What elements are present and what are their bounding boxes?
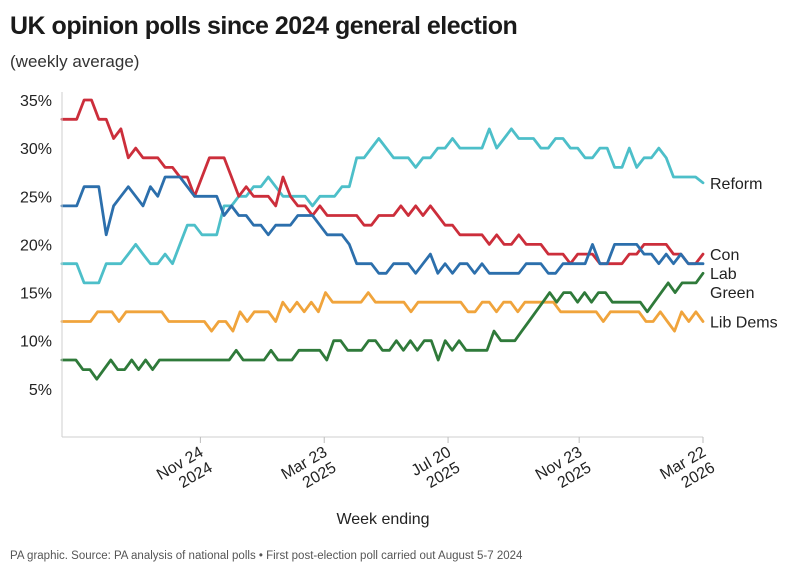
series-label-lab: Lab <box>710 266 737 283</box>
axes <box>61 92 703 438</box>
y-tick-label: 35% <box>20 93 52 110</box>
series-labels: Reform Con Lab Green Lib Dems <box>710 176 778 332</box>
y-tick-label: 5% <box>29 382 52 399</box>
series-lines <box>60 98 705 381</box>
y-tick-label: 25% <box>20 189 52 206</box>
series-line-reform <box>60 127 705 285</box>
chart-subtitle: (weekly average) <box>10 52 140 71</box>
series-label-lib-dems: Lib Dems <box>710 315 778 332</box>
series-line-lib-dems <box>60 291 705 333</box>
series-line-green <box>60 271 705 381</box>
y-tick-label: 20% <box>20 237 52 254</box>
y-axis-ticks: 5% 10% 15% 20% 25% 30% 35% <box>20 93 52 399</box>
source-footer: PA graphic. Source: PA analysis of natio… <box>10 550 523 562</box>
series-label-con: Con <box>710 247 739 264</box>
series-label-reform: Reform <box>710 176 762 193</box>
y-tick-label: 30% <box>20 141 52 158</box>
series-label-green: Green <box>710 285 754 302</box>
series-line-con <box>60 98 705 266</box>
y-tick-label: 15% <box>20 286 52 303</box>
series-line-lab <box>60 175 705 275</box>
x-axis-label: Week ending <box>336 511 429 528</box>
y-tick-label: 10% <box>20 334 52 351</box>
chart-title: UK opinion polls since 2024 general elec… <box>10 12 518 40</box>
